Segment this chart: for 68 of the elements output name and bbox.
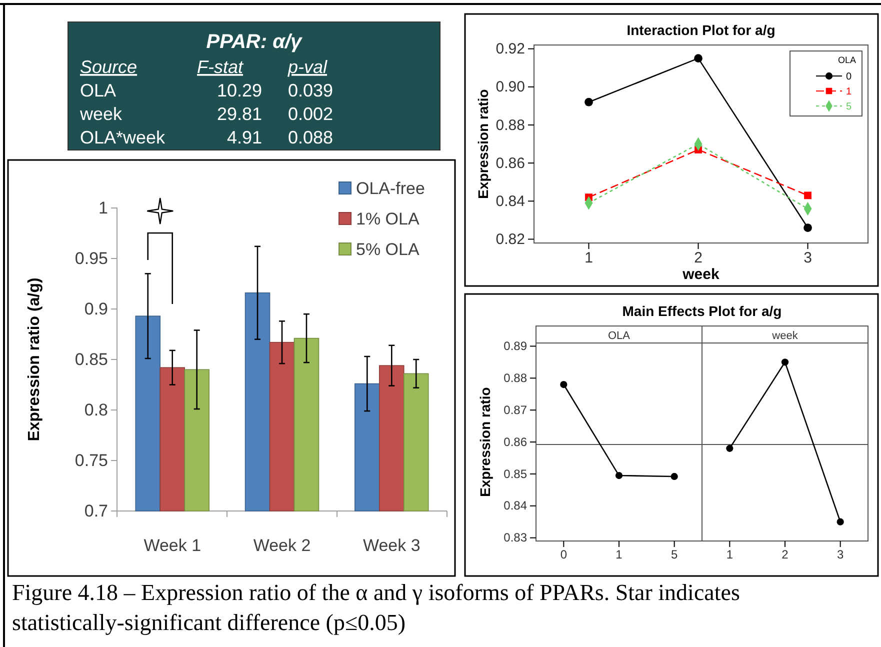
chart-subtitle: OLA: [608, 330, 631, 342]
x-tick-label: 5: [670, 548, 678, 562]
text: Source: [80, 57, 138, 77]
y-tick-label: 0.85: [504, 466, 528, 481]
text: 0.088: [288, 128, 334, 148]
x-tick-label: 3: [836, 548, 844, 562]
y-tick-label: 0.85: [74, 350, 108, 369]
y-tick-label: 0.84: [504, 498, 528, 513]
x-tick-label: 3: [804, 250, 812, 267]
y-tick-label: 0.87: [504, 402, 528, 417]
text: 10.29: [216, 80, 262, 100]
text: 4.91: [226, 128, 262, 148]
y-tick-label: 0.84: [496, 192, 525, 210]
x-tick-label: Week 2: [253, 536, 311, 556]
legend-title: OLA: [838, 55, 856, 65]
y-tick-label: 0.86: [496, 154, 525, 172]
y-tick-label: 0.90: [496, 78, 525, 96]
point: [584, 98, 593, 106]
y-axis-title: Expression ratio (a/g): [26, 278, 43, 442]
x-tick-label: 2: [694, 250, 702, 267]
y-tick-label: 0.7: [84, 501, 108, 520]
chart-title: Main Effects Plot for a/g: [622, 303, 782, 319]
legend-label: 5: [846, 102, 852, 112]
y-tick-label: 0.75: [74, 450, 108, 470]
caption: Figure 4.18 – Expression ratio of the α and γ isoforms of PPARs. Star indicates statistically-significant difference (p≤0.05): [12, 580, 740, 635]
y-tick-label: 0.8: [84, 400, 108, 420]
point: [615, 472, 623, 480]
y-tick-label: 0.88: [504, 370, 528, 385]
y-tick-label: 0.88: [496, 116, 525, 134]
y-tick-label: 1: [98, 198, 108, 218]
text: OLA: [80, 80, 116, 100]
text: PPAR: α/γ: [206, 31, 304, 53]
x-tick-label: 1: [726, 548, 734, 562]
text: 29.81: [216, 104, 262, 124]
text: 0.002: [288, 104, 334, 124]
y-tick-label: 0.95: [74, 248, 108, 268]
text: OLA*week: [80, 128, 166, 148]
y-tick-label: 0.9: [84, 299, 108, 318]
text: F-stat: [197, 57, 244, 77]
y-tick-label: 0.86: [504, 434, 528, 449]
y-tick-label: 0.82: [496, 230, 525, 248]
point: [694, 54, 702, 63]
x-tick-label: Week 3: [362, 536, 420, 556]
text: p-val: [287, 57, 328, 77]
legend-label: 5% OLA: [356, 240, 420, 259]
text: 0.039: [288, 80, 334, 100]
legend-label: 1% OLA: [356, 210, 420, 228]
chart-title: Interaction Plot for a/g: [626, 22, 776, 38]
legend-label: 1: [846, 86, 852, 98]
y-axis-title: Expression ratio: [477, 387, 493, 497]
legend-label: 0: [846, 72, 852, 82]
y-tick-label: 0.83: [504, 530, 528, 545]
y-tick-label: 0.92: [496, 40, 525, 58]
chart-subtitle: week: [771, 330, 798, 342]
x-tick-label: 2: [782, 548, 789, 562]
point: [804, 192, 812, 200]
y-tick-label: 0.89: [504, 339, 528, 354]
x-tick-label: 1: [616, 548, 623, 562]
point: [560, 380, 568, 388]
y-axis-title: Expression ratio: [475, 89, 491, 199]
legend-label: OLA-free: [356, 179, 425, 198]
point: [670, 472, 678, 480]
x-tick-label: Week 1: [144, 536, 202, 556]
x-axis-title: week: [682, 266, 720, 283]
point: [804, 224, 812, 232]
text: week: [79, 104, 124, 124]
x-tick-label: 1: [584, 250, 593, 267]
x-tick-label: 0: [560, 548, 568, 562]
